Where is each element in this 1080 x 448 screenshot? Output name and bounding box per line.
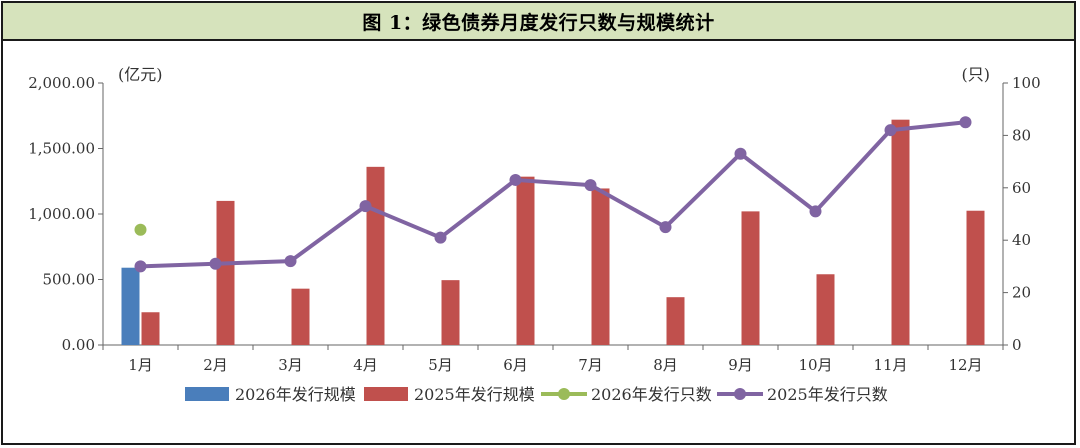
right-axis-unit: (只) [962, 65, 991, 84]
legend-label: 2026年发行规模 [235, 385, 356, 404]
legend-label: 2026年发行只数 [591, 385, 712, 404]
bar-2025 [891, 119, 910, 346]
axes [98, 82, 1008, 350]
line-2025 [140, 120, 966, 269]
point-2025 [134, 260, 147, 273]
legend: 2026年发行规模 2025年发行规模 2026年发行只数 2025年发行只数 [185, 385, 888, 404]
x-tick-label: 9月 [728, 356, 753, 374]
legend-label: 2025年发行规模 [414, 385, 535, 404]
x-tick-label: 4月 [353, 356, 378, 374]
point-2025 [284, 255, 297, 268]
bar-2025 [216, 200, 235, 345]
x-tick-label: 2月 [203, 356, 228, 374]
point-2025 [734, 147, 747, 160]
point-2025 [209, 257, 222, 270]
bars [121, 119, 985, 346]
x-tick-label: 11月 [873, 356, 907, 374]
bar-2025 [741, 211, 760, 345]
bar-2025 [666, 297, 685, 345]
right-tick-label: 0 [1012, 336, 1022, 354]
left-tick-label: 0.00 [62, 336, 95, 354]
x-tick-label: 8月 [653, 356, 678, 374]
point-2025 [359, 200, 372, 213]
legend-swatch-marker [734, 388, 746, 400]
x-tick-label: 3月 [278, 356, 303, 374]
left-tick-label: 1,000.00 [28, 205, 95, 223]
bar-2025 [966, 210, 985, 345]
right-tick-label: 80 [1012, 126, 1031, 144]
bar-2025 [591, 188, 610, 345]
bar-2025 [366, 166, 385, 345]
bar-2025 [441, 280, 460, 345]
right-tick-label: 40 [1012, 231, 1031, 249]
chart-title: 图 1：绿色债券月度发行只数与规模统计 [362, 11, 715, 34]
legend-swatch-bar [364, 387, 408, 401]
right-tick-label: 60 [1012, 179, 1031, 197]
lines [134, 116, 972, 273]
title-bar: 图 1：绿色债券月度发行只数与规模统计 [3, 3, 1074, 41]
x-tick-label: 6月 [503, 356, 528, 374]
point-2025 [659, 221, 672, 234]
right-tick-label: 100 [1012, 74, 1041, 92]
bar-2025 [141, 312, 160, 345]
right-tick-label: 20 [1012, 284, 1031, 302]
x-tick-label: 1月 [128, 356, 153, 374]
point-2025 [959, 116, 972, 129]
x-tick-label: 5月 [428, 356, 453, 374]
point-2026 [134, 223, 147, 236]
legend-swatch-bar [185, 387, 229, 401]
point-2025 [884, 124, 897, 137]
legend-swatch-marker [558, 388, 570, 400]
left-tick-label: 500.00 [43, 271, 96, 289]
tick-labels: 0.00 500.00 1,000.00 1,500.00 2,000.00 0 20 40 6… [28, 65, 1040, 374]
bar-2025 [816, 274, 835, 345]
x-tick-label: 7月 [578, 356, 603, 374]
left-tick-label: 2,000.00 [28, 74, 95, 92]
x-tick-label: 10月 [798, 356, 832, 374]
point-2025 [809, 205, 822, 218]
left-axis-unit: (亿元) [118, 65, 163, 84]
legend-label: 2025年发行只数 [767, 385, 888, 404]
x-tick-label: 12月 [948, 356, 982, 374]
point-2025 [584, 179, 597, 192]
bar-2025 [516, 176, 535, 345]
point-2025 [434, 231, 447, 244]
point-2025 [509, 173, 522, 186]
left-tick-label: 1,500.00 [28, 140, 95, 158]
bar-2025 [291, 288, 310, 345]
bar-2026 [121, 267, 140, 345]
